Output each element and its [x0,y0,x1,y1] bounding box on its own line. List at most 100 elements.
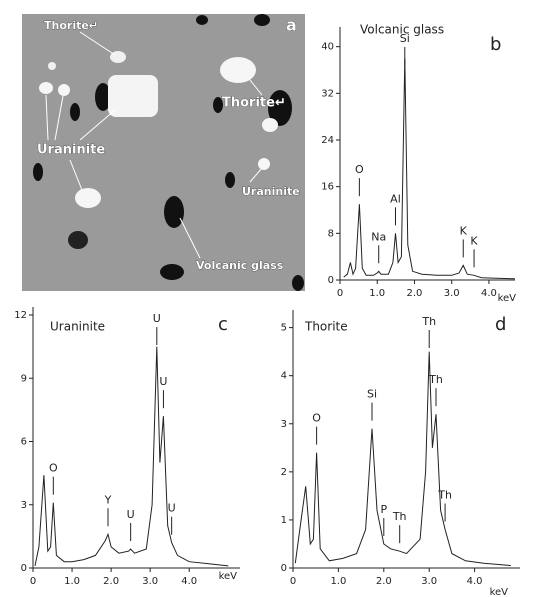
x-tick-label: 0 [290,576,296,587]
x-tick-label: 1.0 [330,576,346,587]
panel-label: c [218,314,228,335]
y-tick-label: 0 [21,563,27,574]
peak-label: Na [371,230,386,243]
y-tick-label: 5 [281,323,287,334]
peak-label: Th [428,373,443,386]
leader-line [179,217,201,259]
uraninite-grain [39,82,53,94]
y-tick-label: 32 [321,88,334,99]
peak-label: K [460,224,468,237]
vesicle [225,172,235,188]
x-axis-label: keV [498,293,517,304]
x-tick-label: 4.0 [181,576,197,587]
peak-label: Th [437,489,452,502]
sem-image: Thorite↵ Thorite↵ Uraninite Uraninite Vo… [22,14,305,291]
y-tick-label: 4 [281,371,287,382]
chart-title: Thorite [304,320,348,334]
thorite-grain [262,118,278,132]
peak-label: O [312,412,321,425]
y-tick-label: 2 [281,467,287,478]
leader-line [45,94,49,141]
leader-line [79,109,116,141]
x-tick-label: 3.0 [421,576,437,587]
y-tick-label: 8 [328,228,334,239]
uraninite-grain [258,158,270,170]
vesicle [254,14,270,26]
peak-label: O [49,462,58,475]
image-label: Uraninite [37,143,105,158]
x-tick-label: 0 [30,576,36,587]
vesicle [164,196,184,228]
peak-label: P [380,503,387,516]
leader-line [69,159,83,191]
vesicle [268,90,292,126]
panel-label: a [286,16,297,35]
y-tick-label: 3 [281,419,287,430]
image-label: Volcanic glass [196,259,284,272]
vesicle [160,264,184,280]
spectrum-line [343,58,516,280]
y-tick-label: 12 [14,310,27,321]
x-tick-label: 0 [337,288,343,299]
x-tick-label: 4.0 [481,288,497,299]
vesicle [70,103,80,121]
vesicle [68,231,88,249]
vesicle [196,15,208,25]
vesicle [292,275,304,291]
x-tick-label: 3.0 [444,288,460,299]
leader-lines [45,31,263,259]
x-tick-label: 2.0 [407,288,423,299]
x-tick-label: 2.0 [103,576,119,587]
chart-title: Volcanic glass [360,23,444,37]
peak-label: U [127,508,135,521]
thorite-grain [220,57,256,83]
vesicle [213,97,223,113]
peak-label: Si [400,32,410,45]
x-tick-label: 3.0 [142,576,158,587]
vesicle [95,83,111,111]
panel-label: b [490,34,501,55]
image-label: Uraninite [242,185,300,198]
y-tick-label: 40 [321,42,334,53]
peak-label: Th [421,315,436,328]
leader-line [249,79,263,96]
y-tick-label: 6 [21,437,27,448]
peak-label: K [470,234,478,247]
y-tick-label: 0 [328,275,334,286]
y-tick-label: 16 [321,182,334,193]
image-label: Thorite↵ [222,96,286,111]
thorite-grain [48,62,56,70]
leader-line [249,167,263,183]
image-label: Thorite↵ [44,19,98,32]
leader-line [79,31,116,56]
y-tick-label: 0 [281,563,287,574]
peak-label: U [159,375,167,388]
x-tick-label: 1.0 [64,576,80,587]
x-axis-label: keV [490,587,509,597]
y-tick-label: 3 [21,500,27,511]
peak-label: U [168,502,176,515]
leader-line [54,95,64,141]
y-tick-label: 24 [321,135,334,146]
vesicle [33,163,43,181]
y-tick-label: 1 [281,515,287,526]
x-tick-label: 2.0 [376,576,392,587]
peak-label: U [153,312,161,325]
x-tick-label: 1.0 [369,288,385,299]
peak-label: Y [104,493,112,506]
peak-label: Al [390,192,401,205]
peak-label: Th [392,510,407,523]
peak-label: O [355,163,364,176]
spectrum-line [294,351,511,567]
uraninite-grain [75,188,101,208]
panel-label: d [495,314,506,335]
peak-label: Si [367,388,377,401]
spectrum-line [34,346,229,567]
uraninite-grain [108,75,158,117]
y-tick-label: 9 [21,373,27,384]
image-background [22,14,305,291]
x-tick-label: 4.0 [467,576,483,587]
chart-title: Uraninite [50,320,105,334]
